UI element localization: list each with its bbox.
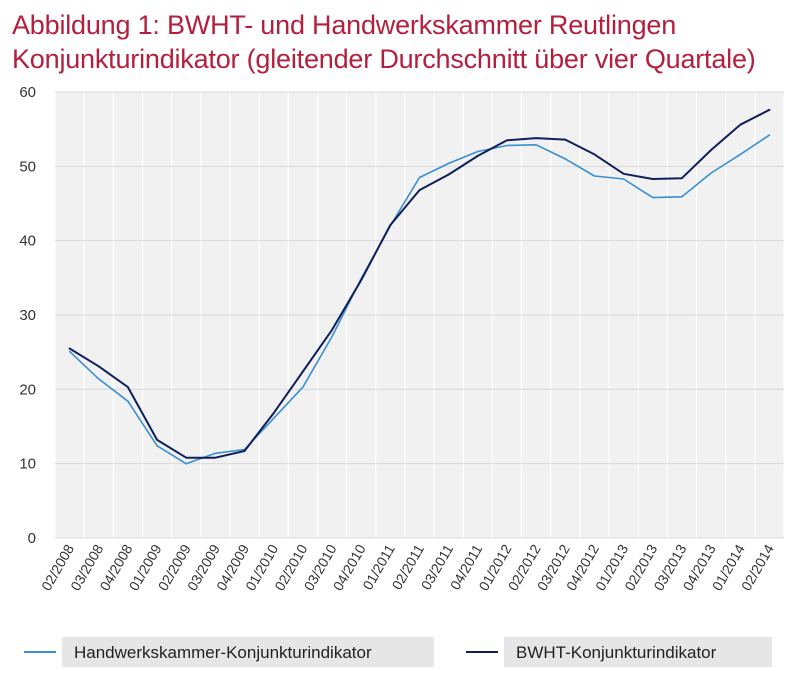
data-point: [681, 196, 683, 198]
data-point: [127, 386, 129, 388]
data-point: [448, 162, 450, 164]
data-point: [418, 176, 421, 179]
chart-title-line-1: Abbildung 1: BWHT- und Handwerkskammer R…: [12, 10, 677, 40]
data-point: [389, 224, 391, 226]
data-point: [360, 279, 362, 281]
y-tick-label: 60: [19, 84, 36, 101]
data-point: [273, 412, 275, 414]
data-point: [185, 463, 187, 465]
data-point: [768, 134, 771, 136]
chart-title: Abbildung 1: BWHT- und Handwerkskammer R…: [12, 8, 756, 76]
data-point: [768, 109, 771, 111]
data-point: [273, 417, 275, 419]
y-tick-label: 0: [28, 530, 36, 547]
data-point: [156, 445, 158, 447]
data-point: [564, 138, 566, 141]
data-point: [302, 370, 304, 373]
data-point: [127, 400, 129, 402]
data-point: [652, 196, 654, 199]
data-point: [710, 149, 712, 151]
data-point: [98, 365, 100, 367]
data-point: [535, 137, 537, 139]
data-point: [623, 178, 625, 180]
data-point: [593, 175, 596, 177]
data-point: [185, 457, 187, 459]
data-point: [564, 158, 566, 160]
data-point: [681, 177, 683, 179]
y-tick-label: 50: [19, 158, 36, 175]
data-point: [506, 139, 508, 141]
data-point: [477, 155, 479, 157]
data-point: [623, 173, 625, 175]
y-tick-label: 40: [19, 233, 36, 250]
data-point: [243, 450, 246, 452]
chart-title-line-2: Konjunkturindikator (gleitender Durchsch…: [12, 44, 756, 74]
data-point: [214, 452, 216, 454]
legend-box: [504, 637, 772, 667]
data-point: [652, 178, 654, 180]
data-point: [331, 335, 333, 338]
data-point: [739, 124, 741, 126]
data-point: [418, 189, 421, 191]
y-tick-label: 30: [19, 307, 36, 324]
data-point: [593, 153, 596, 156]
data-point: [68, 347, 71, 350]
data-point: [214, 457, 216, 459]
y-tick-label: 20: [19, 381, 36, 398]
y-tick-label: 10: [19, 456, 36, 473]
data-point: [331, 329, 333, 331]
data-point: [710, 172, 712, 174]
data-point: [739, 153, 741, 156]
data-point: [506, 144, 508, 147]
legend-label: BWHT-Konjunkturindikator: [516, 643, 717, 662]
data-point: [535, 144, 537, 146]
data-point: [98, 378, 100, 380]
data-point: [156, 439, 158, 441]
legend-box: [62, 637, 434, 667]
data-point: [477, 150, 479, 153]
data-point: [302, 386, 304, 388]
legend-label: Handwerkskammer-Konjunkturindikator: [74, 643, 372, 662]
data-point: [68, 350, 71, 353]
data-point: [448, 173, 450, 176]
